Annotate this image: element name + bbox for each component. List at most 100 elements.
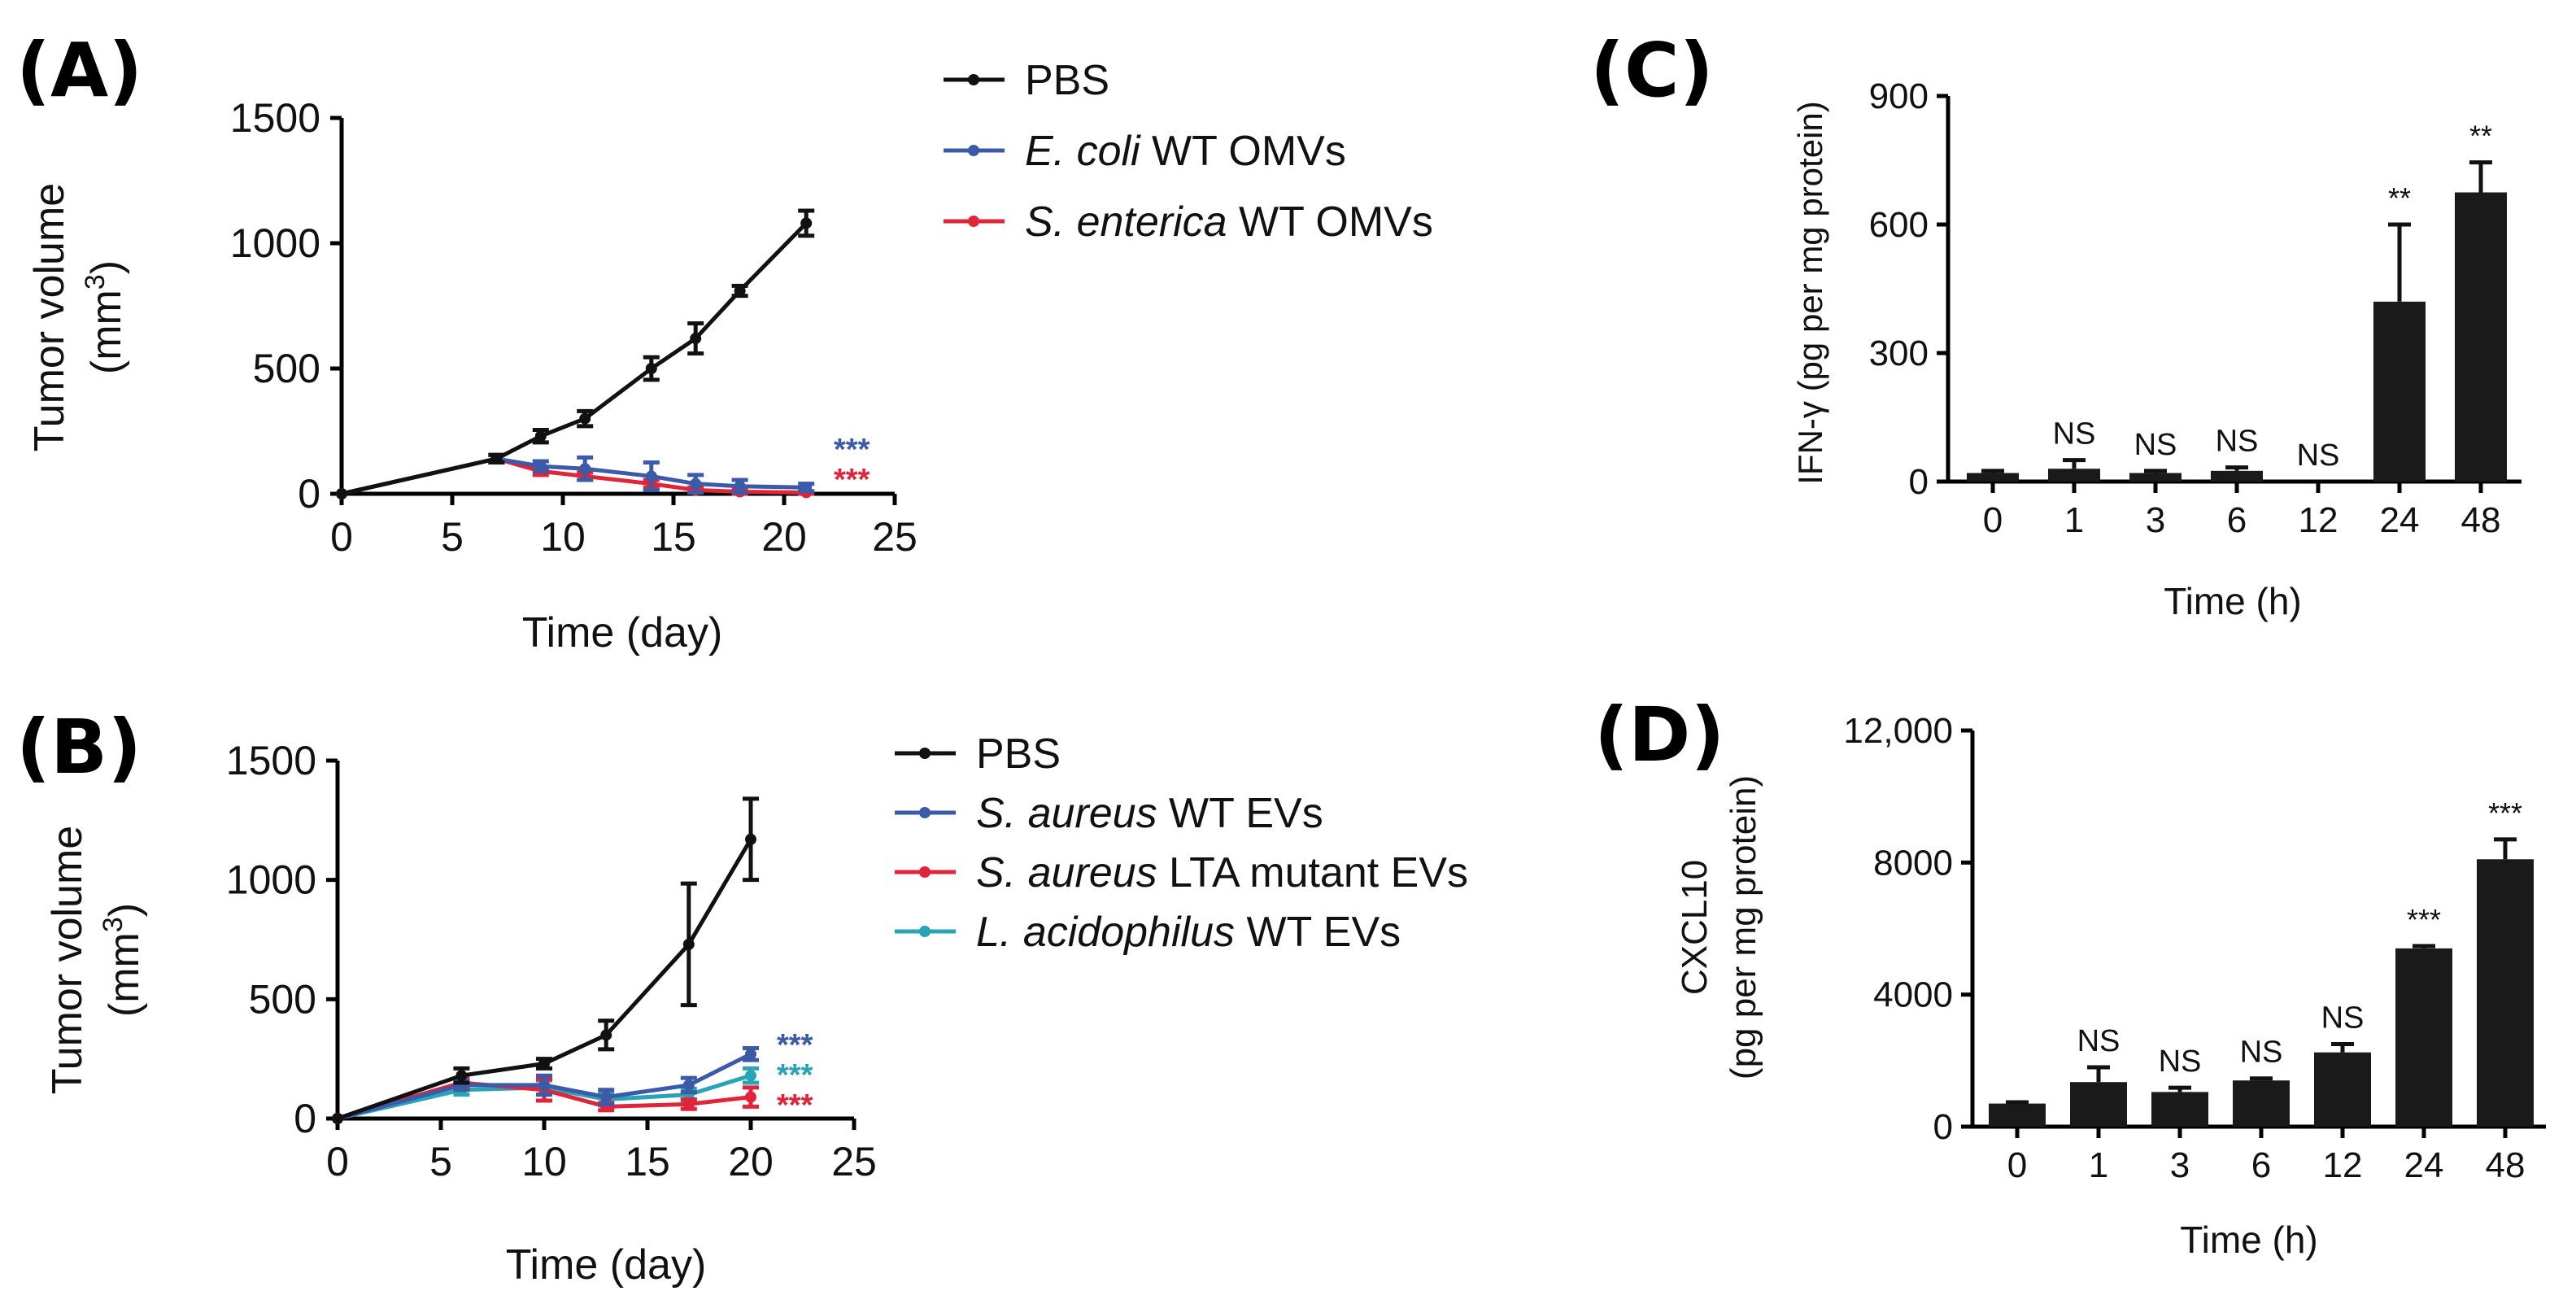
panel-a-data-point — [734, 480, 746, 492]
panel-d-bar — [2070, 1082, 2127, 1127]
panel-a-ytick-label: 500 — [253, 346, 320, 391]
panel-d-xtick-label: 12 — [2323, 1145, 2363, 1185]
panel-d-bar — [2314, 1052, 2371, 1127]
panel-b-ytick-label: 1000 — [226, 857, 316, 903]
panel-c-ylabel: IFN-γ (pg per mg protein) — [1791, 101, 1829, 484]
panel-b-legend: PBS S. aureus WT EVs S. aureus LTA mutant … — [895, 731, 1468, 956]
panel-a-ytick-label: 1500 — [230, 95, 320, 141]
panel-a-data-point — [690, 478, 702, 490]
panel-a-ytick-label: 1000 — [230, 220, 320, 266]
panel-a-data-point — [534, 460, 547, 473]
panel-b-data-point — [745, 833, 756, 845]
panel-a-data-point — [336, 488, 347, 499]
panel-b-series-line — [337, 838, 753, 1121]
panel-c-plot: 0 300 600 900 0 1 NS 3 NS 6 NS 12 NS 24 ** 48 ** — [1869, 76, 2522, 540]
panel-b-series-line — [337, 1052, 752, 1121]
legend-marker — [968, 216, 979, 227]
panel-b-data-point — [600, 1029, 612, 1041]
panel-b-data-point — [745, 1070, 756, 1082]
legend-marker — [919, 926, 931, 937]
panel-d-bar — [2233, 1080, 2290, 1127]
panel-a-data-point — [645, 470, 657, 482]
panel-b-data-point — [538, 1079, 550, 1091]
panel-b-ytick-label: 0 — [294, 1096, 316, 1141]
panel-c-annotation: ** — [2469, 120, 2492, 153]
legend-entry: L. acidophilus WT EVs — [976, 909, 1401, 956]
panel-c-annotation: NS — [2134, 428, 2177, 462]
panel-c-bar — [1967, 473, 2019, 482]
panel-a-xtick-label: 5 — [441, 514, 464, 560]
panel-a-data-point — [800, 482, 813, 494]
panel-c-xtick-label: 1 — [2064, 500, 2084, 540]
panel-b-xtick-label: 20 — [728, 1139, 774, 1184]
panel-b-xtick-label: 15 — [625, 1139, 670, 1184]
panel-c-label: (C) — [1590, 27, 1714, 114]
panel-d-annotation: NS — [2321, 1001, 2365, 1036]
panel-a-data-point — [800, 217, 813, 229]
panel-d-ylabel: CXCL10 — [1675, 860, 1715, 995]
panel-a-series-line — [341, 221, 808, 496]
panel-d-bar — [1989, 1103, 2046, 1127]
panel-b-ylabel-unit: (mm3) — [98, 903, 148, 1017]
panel-c-bar — [2129, 473, 2182, 482]
panel-d-annotation: NS — [2159, 1045, 2202, 1079]
panel-d-plot: 0 4000 8000 12,000 0 1 NS 3 NS 6 NS 12 NS 24 *** 48 *** — [1843, 711, 2546, 1185]
panel-d-bar — [2477, 859, 2534, 1127]
legend-marker — [968, 145, 979, 156]
panel-d-annotation: NS — [2077, 1024, 2121, 1058]
panel-c-xtick-label: 48 — [2461, 500, 2501, 540]
panel-d-annotation: NS — [2240, 1036, 2283, 1070]
panel-c-xtick-label: 24 — [2380, 500, 2420, 540]
panel-d-bar — [2395, 948, 2452, 1127]
legend-entry: S. aureus WT EVs — [976, 790, 1323, 837]
panel-c-ytick-label: 0 — [1909, 462, 1929, 502]
panel-c-annotation: ** — [2388, 181, 2411, 215]
panel-d-xlabel: Time (h) — [2180, 1219, 2318, 1261]
panel-a-legend: PBS E. coli WT OMVs S. enterica WT OMVs — [944, 57, 1433, 246]
legend-entry: PBS — [976, 731, 1061, 778]
panel-d-bar — [2151, 1092, 2208, 1127]
panel-c-bar — [2455, 192, 2507, 482]
panel-b: (B) Time (day) Tumor volume (mm3) 0 500 10… — [16, 704, 1468, 1289]
panel-c: (C) Time (h) IFN-γ (pg per mg protein) 0… — [1590, 27, 2522, 622]
panel-d-xtick-label: 3 — [2170, 1145, 2190, 1185]
panel-c-annotation: NS — [2216, 425, 2259, 459]
panel-c-bar — [2048, 469, 2100, 482]
panel-b-data-point — [538, 1058, 550, 1070]
panel-a-data-point — [734, 285, 746, 297]
panel-a-ytick-label: 0 — [298, 471, 320, 517]
panel-c-xtick-label: 6 — [2227, 500, 2247, 540]
panel-b-data-point — [682, 1079, 695, 1091]
panel-a-data-point — [579, 463, 591, 475]
panel-c-ytick-label: 600 — [1869, 205, 1929, 245]
panel-d-xtick-label: 6 — [2251, 1145, 2271, 1185]
legend-entry: S. enterica WT OMVs — [1025, 198, 1433, 246]
panel-c-xtick-label: 3 — [2146, 500, 2165, 540]
panel-a-data-point — [534, 430, 547, 443]
panel-c-bar — [2373, 301, 2426, 482]
panel-b-xlabel: Time (day) — [506, 1241, 707, 1289]
legend-entry: S. aureus LTA mutant EVs — [976, 849, 1468, 896]
panel-a-xtick-label: 0 — [330, 514, 353, 560]
panel-a-data-point — [645, 363, 657, 374]
panel-a-ylabel-unit: (mm3) — [80, 260, 130, 374]
legend-marker — [968, 74, 979, 85]
panel-c-ytick-label: 900 — [1869, 76, 1929, 116]
panel-a-data-point — [690, 333, 702, 345]
panel-b-significance: *** — [777, 1028, 813, 1062]
panel-b-xtick-label: 5 — [429, 1139, 452, 1184]
panel-a-significance: *** — [834, 463, 870, 497]
panel-a-series-line — [341, 456, 807, 496]
panel-a-xtick-label: 20 — [761, 514, 807, 560]
panel-d-ylabel-unit: (pg per mg protein) — [1724, 775, 1763, 1079]
panel-c-ytick-label: 300 — [1869, 334, 1929, 373]
panel-d-ytick-label: 12,000 — [1843, 711, 1953, 751]
panel-b-ytick-label: 500 — [249, 976, 316, 1022]
panel-c-bar — [2211, 470, 2263, 482]
panel-b-data-point — [332, 1113, 343, 1124]
panel-a-significance: *** — [834, 433, 870, 467]
panel-b-xtick-label: 10 — [521, 1139, 567, 1184]
